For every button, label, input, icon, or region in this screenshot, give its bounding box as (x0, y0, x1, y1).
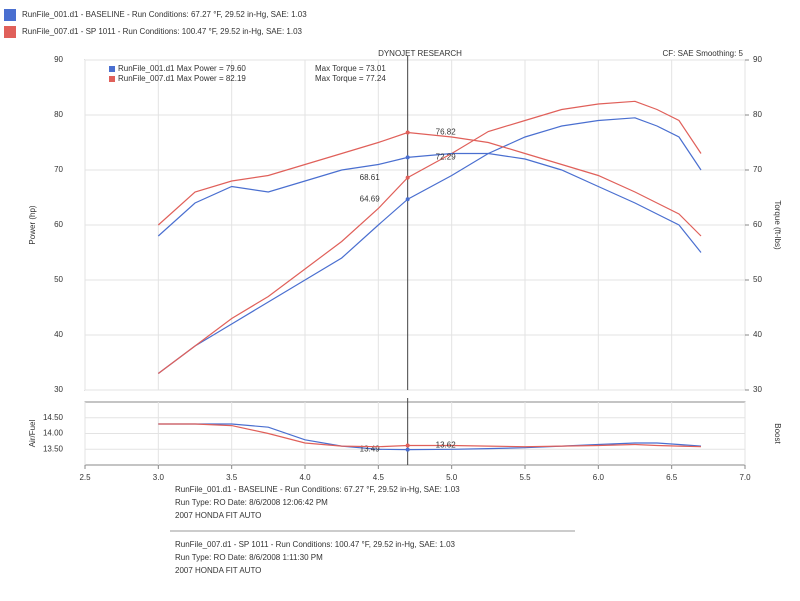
legend-label: Max Torque = 77.24 (315, 74, 386, 83)
x-tick-label: 5.0 (446, 473, 458, 482)
series-line (157, 117, 702, 374)
footer-line: 2007 HONDA FIT AUTO (175, 511, 261, 520)
footer-line: 2007 HONDA FIT AUTO (175, 566, 261, 575)
y-axis-title: Air/Fuel (28, 419, 37, 447)
chart-title: DYNOJET RESEARCH (378, 49, 462, 58)
y-tick-label: 50 (54, 275, 63, 284)
header-line: RunFile_001.d1 - BASELINE - Run Conditio… (22, 10, 307, 19)
cursor-point (405, 130, 410, 135)
y-tick-label: 70 (54, 165, 63, 174)
x-tick-label: 3.0 (153, 473, 165, 482)
series-line (157, 152, 702, 253)
cursor-point (405, 175, 410, 180)
y-tick-label: 80 (54, 110, 63, 119)
x-tick-label: 2.5 (79, 473, 91, 482)
y2-tick-label: 70 (753, 165, 762, 174)
footer-line: RunFile_007.d1 - SP 1011 - Run Condition… (175, 540, 456, 549)
y-tick-label: 30 (54, 385, 63, 394)
cursor-point (405, 155, 410, 160)
series-line (158, 423, 702, 451)
legend-swatch (109, 76, 115, 82)
y-tick-label: 13.50 (43, 444, 64, 453)
value-label: 13.49 (360, 445, 381, 454)
legend-label: RunFile_007.d1 Max Power = 82.19 (118, 74, 246, 83)
series-line (158, 423, 702, 448)
x-tick-label: 6.0 (593, 473, 605, 482)
y2-tick-label: 80 (753, 110, 762, 119)
footer-line: Run Type: RO Date: 8/6/2008 1:11:30 PM (175, 553, 323, 562)
y2-tick-label: 60 (753, 220, 762, 229)
y2-tick-label: 50 (753, 275, 762, 284)
x-tick-label: 6.5 (666, 473, 678, 482)
y-tick-label: 40 (54, 330, 63, 339)
value-label: 64.69 (360, 194, 381, 203)
header-swatch (4, 26, 16, 38)
y-tick-label: 14.00 (43, 429, 64, 438)
value-label: 72.29 (436, 153, 457, 162)
footer-line: Run Type: RO Date: 8/6/2008 12:06:42 PM (175, 498, 328, 507)
value-label: 13.62 (436, 441, 457, 450)
cursor-point (405, 447, 410, 452)
legend-swatch (109, 66, 115, 72)
footer-line: RunFile_001.d1 - BASELINE - Run Conditio… (175, 485, 460, 494)
y2-tick-label: 30 (753, 385, 762, 394)
x-tick-label: 7.0 (739, 473, 751, 482)
value-label: 68.61 (360, 173, 381, 182)
legend-label: Max Torque = 73.01 (315, 64, 386, 73)
header-line: RunFile_007.d1 - SP 1011 - Run Condition… (22, 27, 303, 36)
y-tick-label: 60 (54, 220, 63, 229)
legend-label: RunFile_001.d1 Max Power = 79.60 (118, 64, 246, 73)
x-tick-label: 4.5 (373, 473, 385, 482)
y2-axis-title: Boost (773, 423, 782, 444)
y-tick-label: 90 (54, 55, 63, 64)
cursor-point (405, 443, 410, 448)
header-swatch (4, 9, 16, 21)
y-axis-title: Power (hp) (28, 205, 37, 244)
series-line (157, 131, 702, 237)
y2-tick-label: 90 (753, 55, 762, 64)
value-label: 76.82 (436, 128, 457, 137)
x-tick-label: 5.5 (519, 473, 531, 482)
y-tick-label: 14.50 (43, 413, 64, 422)
chart-subtitle: CF: SAE Smoothing: 5 (663, 49, 744, 58)
cursor-point (405, 197, 410, 202)
x-tick-label: 4.0 (299, 473, 311, 482)
x-tick-label: 3.5 (226, 473, 238, 482)
y2-axis-title: Torque (ft-lbs) (773, 200, 782, 250)
y2-tick-label: 40 (753, 330, 762, 339)
